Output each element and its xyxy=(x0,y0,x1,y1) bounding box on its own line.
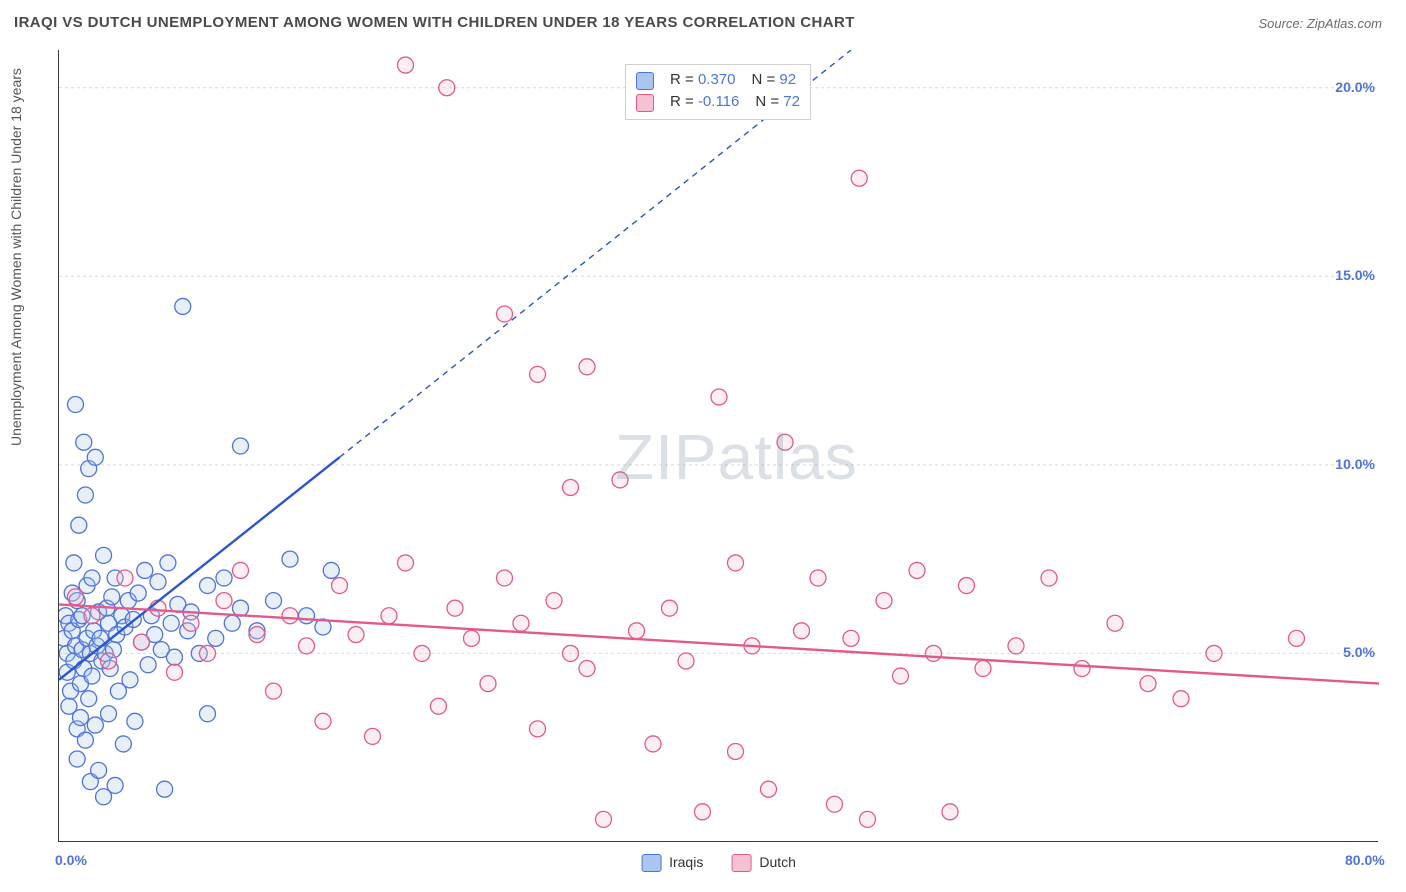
series-swatch xyxy=(636,94,654,112)
x-tick-label: 0.0% xyxy=(55,852,87,868)
legend-label: Dutch xyxy=(759,854,796,870)
x-tick-label: 80.0% xyxy=(1345,852,1385,868)
legend-swatch xyxy=(731,854,751,872)
r-label: R = 0.370 xyxy=(670,69,735,91)
stats-row: R = -0.116 N = 72 xyxy=(636,91,800,113)
y-tick-label: 10.0% xyxy=(1325,456,1375,472)
legend-item: Dutch xyxy=(731,853,796,871)
y-axis-label: Unemployment Among Women with Children U… xyxy=(8,68,24,446)
legend-item: Iraqis xyxy=(641,853,703,871)
plot-area: ZIPatlas R = 0.370 N = 92 R = -0.116 N =… xyxy=(58,50,1378,842)
y-tick-label: 20.0% xyxy=(1325,79,1375,95)
n-label: N = 92 xyxy=(751,69,796,91)
legend-swatch xyxy=(641,854,661,872)
chart-container: IRAQI VS DUTCH UNEMPLOYMENT AMONG WOMEN … xyxy=(0,0,1406,892)
chart-svg xyxy=(59,50,1379,842)
y-tick-label: 5.0% xyxy=(1325,644,1375,660)
legend-label: Iraqis xyxy=(669,854,703,870)
y-tick-label: 15.0% xyxy=(1325,267,1375,283)
chart-title: IRAQI VS DUTCH UNEMPLOYMENT AMONG WOMEN … xyxy=(14,14,855,31)
r-label: R = -0.116 xyxy=(670,91,739,113)
correlation-stats-box: R = 0.370 N = 92 R = -0.116 N = 72 xyxy=(625,64,811,120)
series-swatch xyxy=(636,72,654,90)
source-attribution: Source: ZipAtlas.com xyxy=(1258,16,1382,31)
stats-row: R = 0.370 N = 92 xyxy=(636,69,800,91)
legend: Iraqis Dutch xyxy=(641,853,796,871)
n-label: N = 72 xyxy=(755,91,800,113)
